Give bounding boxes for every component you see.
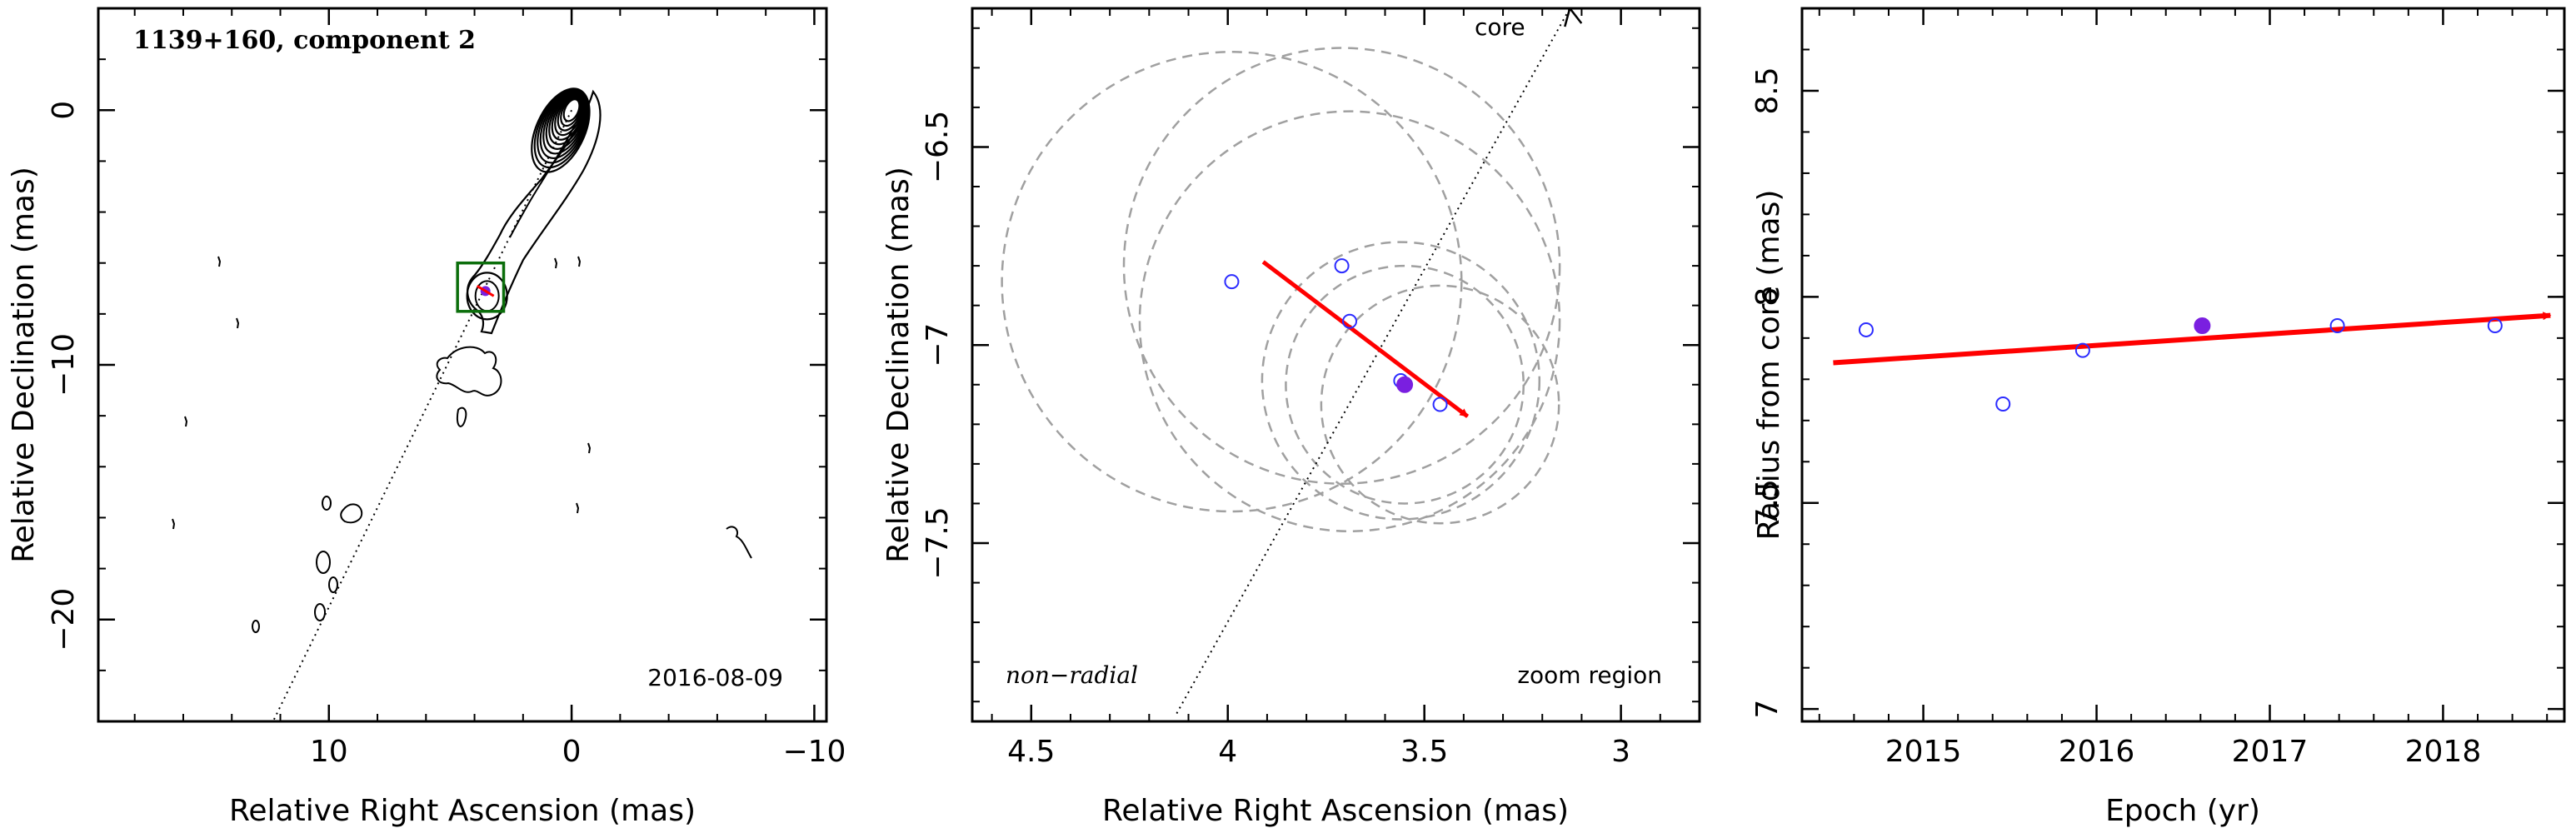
data-point — [2329, 317, 2345, 333]
jet-direction-line — [272, 109, 572, 721]
data-point — [1432, 397, 1448, 412]
left-title: 1139+160, component 2 — [133, 26, 476, 55]
noise-contour — [726, 526, 752, 559]
zoom-region-label: zoom region — [1517, 661, 1662, 689]
data-point — [2487, 317, 2503, 333]
data-point — [1334, 258, 1350, 274]
error-circle — [1122, 47, 1561, 485]
noise-contour — [577, 256, 582, 267]
right-plot-frame — [1800, 7, 2566, 723]
x-tick-label: 10 — [310, 735, 348, 769]
error-circle — [1001, 51, 1463, 513]
right-x-axis-label: Epoch (yr) — [2105, 794, 2260, 828]
middle-y-axis-label: Relative Declination (mas) — [881, 167, 916, 563]
error-circle — [1261, 241, 1541, 521]
noise-contour — [184, 416, 188, 427]
component-contour — [466, 272, 508, 321]
knot-contour — [436, 346, 502, 397]
left-plot-frame — [97, 7, 828, 723]
core-label: core — [1475, 13, 1525, 41]
x-tick-label: 2017 — [2232, 735, 2309, 769]
error-circle — [1138, 110, 1561, 532]
data-point — [2074, 342, 2090, 358]
fit-line-arrow — [1833, 312, 2552, 366]
noise-contour — [554, 257, 558, 269]
error-circle — [1320, 284, 1560, 525]
left-x-axis-label: Relative Right Ascension (mas) — [229, 794, 696, 828]
noise-contour — [236, 317, 240, 329]
left-marks — [272, 109, 572, 721]
left-y-axis-label: Relative Declination (mas) — [7, 167, 41, 563]
y-tick-label: −7.5 — [921, 506, 955, 579]
left-date-label: 2016-08-09 — [647, 664, 783, 691]
knot-contour — [316, 551, 331, 574]
data-point — [1224, 274, 1240, 290]
knot-contour — [328, 576, 338, 593]
x-tick-label: 3 — [1611, 735, 1630, 769]
noise-contour — [587, 442, 592, 454]
noise-contour — [217, 256, 222, 267]
left-ticks: 10 0 −10 0 −10 −20 — [47, 7, 846, 769]
middle-x-axis-label: Relative Right Ascension (mas) — [1102, 794, 1569, 828]
middle-panel: 4.5 4 3.5 3 −6.5 −7 −7.5 core non−radial zoom … — [881, 7, 1701, 828]
non-radial-label: non−radial — [1006, 661, 1138, 689]
y-tick-label: 8.5 — [1750, 67, 1785, 114]
y-tick-label: 0 — [47, 101, 81, 120]
y-tick-label: −10 — [47, 333, 81, 397]
middle-marks — [1001, 8, 1583, 714]
core-arrowhead — [1564, 8, 1583, 27]
contour-map — [172, 87, 752, 633]
data-point — [1858, 322, 1874, 337]
x-tick-label: 3.5 — [1400, 735, 1448, 769]
noise-contour — [252, 620, 260, 633]
x-tick-label: 2018 — [2405, 735, 2482, 769]
y-tick-label: 7.5 — [1750, 479, 1785, 526]
right-marks — [1833, 312, 2552, 412]
y-tick-label: 8 — [1750, 287, 1785, 307]
middle-ticks: 4.5 4 3.5 3 −6.5 −7 −7.5 — [921, 8, 1700, 769]
right-ticks: 2015 2016 2017 2018 7 7.5 8 8.5 — [1750, 7, 2564, 769]
x-tick-label: −10 — [782, 735, 846, 769]
knot-contour — [457, 407, 467, 427]
right-y-axis-label: Radius from core (mas) — [1752, 190, 1786, 541]
jet-contour — [509, 124, 576, 238]
knot-contour — [340, 503, 363, 524]
x-tick-label: 4.5 — [1007, 735, 1055, 769]
x-tick-label: 4 — [1218, 735, 1237, 769]
right-panel: 2015 2016 2017 2018 7 7.5 8 8.5 Epoch (yr) Radi… — [1750, 7, 2566, 828]
y-tick-label: −7 — [921, 323, 955, 367]
motion-vector-arrow — [1261, 260, 1470, 418]
component-contour — [474, 280, 500, 312]
y-tick-label: 7 — [1750, 700, 1785, 719]
error-circle — [1285, 264, 1525, 505]
highlighted-point — [2194, 317, 2211, 334]
left-panel: 10 0 −10 0 −10 −20 1139+160, component 2 2016… — [7, 7, 846, 828]
core-direction-line — [1176, 8, 1571, 714]
y-tick-label: −20 — [47, 588, 81, 651]
x-tick-label: 2015 — [1885, 735, 1962, 769]
data-point — [1342, 313, 1358, 329]
middle-plot-frame — [971, 7, 1701, 723]
x-tick-label: 0 — [562, 735, 582, 769]
x-tick-label: 2016 — [2059, 735, 2135, 769]
core-contour — [531, 87, 591, 173]
knot-contour — [314, 603, 326, 621]
knot-contour — [322, 496, 332, 511]
data-point — [1995, 397, 2011, 412]
y-tick-label: −6.5 — [921, 111, 955, 183]
noise-contour — [172, 518, 176, 530]
component-vector — [476, 285, 495, 297]
highlighted-point — [1396, 376, 1414, 393]
zoom-box — [456, 261, 506, 313]
noise-contour — [576, 502, 580, 514]
